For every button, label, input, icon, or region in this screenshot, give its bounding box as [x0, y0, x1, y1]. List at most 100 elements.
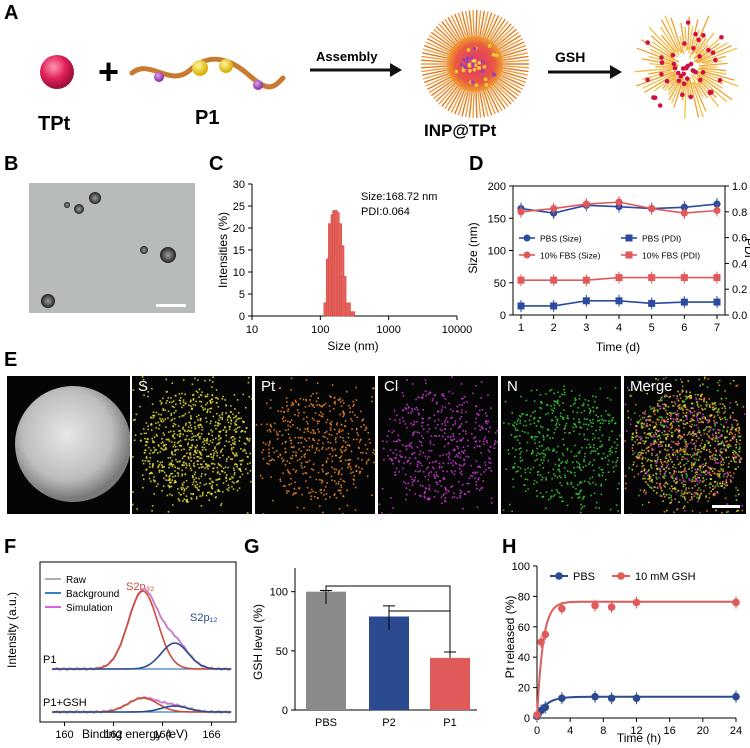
panel-letter-b: B — [4, 153, 19, 175]
d-y-tick: 100 — [488, 246, 506, 258]
h-y-tick: 20 — [518, 683, 530, 695]
d-point — [713, 274, 721, 282]
panel-letter-c: C — [209, 153, 224, 175]
d-x-tick: 6 — [681, 322, 687, 334]
g-x-tick: PBS — [315, 717, 337, 729]
h-y-tick: 100 — [512, 561, 530, 573]
d-point — [517, 208, 525, 216]
d-xlabel: Time (d) — [596, 340, 640, 354]
h-y-tick: 60 — [518, 622, 530, 634]
h-y-tick: 80 — [518, 591, 530, 603]
h-legend-label: 10 mM GSH — [635, 571, 696, 583]
c-bar — [349, 311, 356, 317]
d-point — [648, 299, 656, 307]
g-x-tick: P1 — [443, 717, 456, 729]
c-bar — [341, 276, 347, 317]
d-point — [680, 274, 688, 282]
panel-letter-h: H — [502, 536, 517, 558]
h-point — [558, 694, 566, 703]
c-y-tick: 0 — [239, 311, 245, 323]
c-y-tick: 20 — [233, 223, 245, 235]
tpt-label: TPt — [38, 113, 71, 135]
d-point — [713, 298, 721, 306]
eds-haadf-tile — [7, 376, 130, 514]
h-point — [533, 711, 541, 719]
c-annotation-size: Size:168.72 nm — [361, 191, 437, 203]
panel-letter-f: F — [4, 536, 17, 558]
g-sig-bracket-2 — [388, 610, 450, 630]
g-ylabel: GSH level (%) — [251, 604, 265, 680]
h-point — [541, 703, 550, 712]
d-point — [517, 302, 525, 310]
d-x-tick: 1 — [518, 322, 524, 334]
tpt-sphere — [40, 55, 74, 89]
f-peak-s2p12-p1 — [52, 642, 232, 670]
plus-sign: + — [98, 51, 119, 92]
scale-bar — [712, 505, 740, 508]
panel-letter-a: A — [4, 2, 19, 24]
panel-letter-d: D — [469, 153, 484, 175]
chart-c: Size:168.72 nm PDI:0.064 Size (nm) Inten… — [216, 179, 472, 353]
c-y-tick: 10 — [233, 267, 245, 279]
panel-letter-g: G — [244, 536, 260, 558]
d-y2-tick: 0.8 — [732, 207, 747, 219]
purple-unit — [253, 80, 263, 90]
d-point — [648, 204, 656, 213]
f-x-tick: 160 — [55, 729, 73, 741]
d-y-tick: 150 — [488, 213, 506, 225]
chart-d: Time (d) Size (nm) PDI 0 50 100 150 200 0.0 0.… — [466, 181, 750, 354]
eds-label-s: S — [138, 378, 149, 395]
eds-label-cl: Cl — [384, 378, 399, 395]
h-point — [607, 603, 616, 611]
d-point — [517, 276, 525, 284]
f-legend-label: Simulation — [66, 603, 113, 614]
f-simulation-p1 — [52, 588, 232, 670]
d-x-tick: 5 — [649, 322, 655, 334]
eds-label-merge: Merge — [630, 378, 673, 395]
c-y-tick: 30 — [233, 179, 245, 191]
h-point — [537, 638, 545, 646]
gsh-label: GSH — [555, 49, 585, 65]
eds-tile-cl: Cl — [378, 376, 498, 514]
d-ylabel-left: Size (nm) — [466, 222, 480, 273]
h-ylabel: Pt released (%) — [503, 596, 517, 679]
d-point — [648, 274, 656, 282]
c-x-tick: 10 — [246, 324, 258, 336]
d-point — [582, 297, 590, 305]
d-point — [615, 297, 623, 305]
d-point — [713, 200, 721, 208]
d-point — [680, 298, 688, 306]
g-bar — [306, 591, 346, 710]
h-y-tick: 0 — [524, 713, 530, 725]
c-annotation-pdi: PDI:0.064 — [361, 206, 410, 218]
h-point — [732, 598, 740, 607]
g-bar — [369, 616, 409, 710]
d-x-tick: 3 — [583, 322, 589, 334]
d-y-tick: 0 — [500, 310, 506, 322]
f-x-tick: 166 — [202, 729, 220, 741]
c-bar — [345, 302, 351, 317]
h-point — [591, 601, 599, 610]
c-y-tick: 5 — [239, 289, 245, 301]
d-point — [550, 204, 558, 213]
assembly-label: Assembly — [316, 49, 378, 64]
h-x-tick: 4 — [567, 725, 573, 737]
scheme-panel: + Assembly GSH TPt P1 INP@TPt — [38, 10, 739, 140]
d-x-tick: 2 — [551, 322, 557, 334]
f-ylabel: Intensity (a.u.) — [5, 592, 19, 668]
p1-label: P1 — [195, 107, 219, 129]
d-point — [615, 198, 623, 206]
yellow-unit — [192, 60, 208, 76]
c-xlabel: Size (nm) — [327, 339, 378, 353]
panel-letter-e: E — [4, 349, 18, 371]
f-x-tick: 162 — [104, 729, 122, 741]
d-y2-tick: 1.0 — [732, 181, 747, 193]
d-x-tick: 4 — [616, 322, 622, 334]
c-ylabel: Intensities (%) — [216, 212, 230, 288]
d-point — [713, 206, 721, 215]
f-xlabel: Binding energy (eV) — [82, 727, 188, 741]
tem-image — [29, 183, 195, 313]
g-y-tick: 50 — [276, 646, 288, 658]
h-x-tick: 16 — [664, 725, 676, 737]
